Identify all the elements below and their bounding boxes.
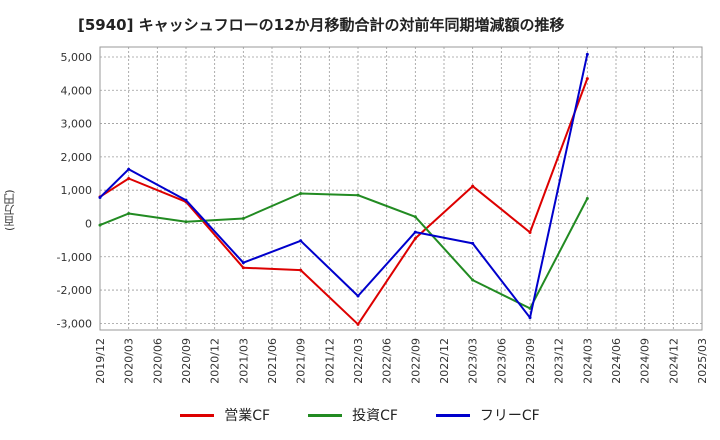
y-tick-label: -1,000 [57, 251, 92, 264]
data-point [413, 236, 417, 240]
data-point [356, 322, 360, 326]
data-point [127, 177, 131, 181]
x-tick-label: 2024/06 [610, 338, 623, 384]
data-point [127, 167, 131, 171]
x-tick-label: 2023/12 [553, 338, 566, 384]
legend-entry: 営業CF [180, 405, 270, 425]
data-point [471, 241, 475, 245]
x-tick-label: 2024/03 [581, 338, 594, 384]
x-tick-label: 2019/12 [94, 338, 107, 384]
series-line [99, 78, 589, 326]
data-point [356, 193, 360, 197]
legend-entry: フリーCF [435, 405, 540, 425]
y-tick-label: -2,000 [57, 284, 92, 297]
legend-swatch [308, 413, 343, 417]
x-tick-label: 2021/06 [266, 338, 279, 384]
data-point [528, 306, 532, 310]
data-point [127, 211, 131, 215]
data-point [413, 230, 417, 234]
legend-swatch [180, 413, 215, 417]
x-tick-label: 2020/06 [151, 338, 164, 384]
x-tick-label: 2025/03 [696, 338, 709, 384]
x-tick-label: 2022/12 [438, 338, 451, 384]
data-point [528, 316, 532, 320]
data-point [299, 268, 303, 272]
data-point [241, 216, 245, 220]
x-tick-label: 2021/09 [295, 338, 308, 384]
y-tick-label: -3,000 [57, 317, 92, 330]
x-tick-label: 2023/06 [495, 338, 508, 384]
legend: 営業CF 投資CF フリーCF [0, 405, 720, 425]
x-tick-label: 2022/09 [409, 338, 422, 384]
x-tick-label: 2021/03 [237, 338, 250, 384]
x-tick-label: 2020/03 [123, 338, 136, 384]
x-tick-label: 2023/03 [467, 338, 480, 384]
data-point [98, 195, 102, 199]
data-point [184, 220, 188, 224]
x-tick-label: 2024/12 [667, 338, 680, 384]
data-point [585, 52, 589, 56]
y-tick-label: 5,000 [61, 51, 93, 64]
data-point [471, 184, 475, 188]
data-point [528, 230, 532, 234]
data-point [184, 198, 188, 202]
x-tick-label: 2020/12 [209, 338, 222, 384]
x-tick-label: 2024/09 [639, 338, 652, 384]
data-point [471, 278, 475, 282]
x-tick-label: 2023/09 [524, 338, 537, 384]
data-point [585, 77, 589, 81]
legend-label: 営業CF [224, 408, 271, 424]
data-point [356, 294, 360, 298]
data-point [241, 261, 245, 265]
y-tick-label: 0 [85, 217, 92, 230]
data-point [98, 223, 102, 227]
data-point [241, 266, 245, 270]
y-tick-label: 2,000 [61, 151, 93, 164]
series-line [99, 54, 589, 319]
x-tick-label: 2020/09 [180, 338, 193, 384]
y-tick-label: 4,000 [61, 84, 93, 97]
chart-title: [5940] キャッシュフローの12か月移動合計の対前年同期増減額の推移 [78, 16, 565, 34]
legend-entry: 投資CF [308, 405, 398, 425]
data-point [413, 215, 417, 219]
legend-label: フリーCF [479, 408, 540, 424]
data-point [299, 191, 303, 195]
x-tick-label: 2022/03 [352, 338, 365, 384]
x-tick-label: 2021/12 [323, 338, 336, 384]
legend-swatch [435, 413, 470, 417]
x-tick-label: 2022/06 [381, 338, 394, 384]
legend-label: 投資CF [352, 408, 398, 424]
plot-frame [99, 46, 703, 331]
data-point [299, 239, 303, 243]
data-point [585, 196, 589, 200]
series-line [99, 192, 589, 310]
y-tick-label: 3,000 [61, 118, 93, 131]
y-tick-label: 1,000 [61, 184, 93, 197]
